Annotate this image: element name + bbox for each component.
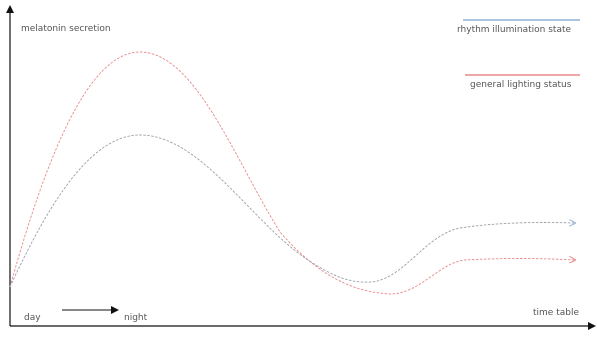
day-label: day xyxy=(24,313,41,323)
y-axis-label: melatonin secretion xyxy=(21,24,111,34)
legend-label-rhythm: rhythm illumination state xyxy=(457,25,571,35)
night-label: night xyxy=(124,313,148,323)
rhythm-illumination-curve xyxy=(9,134,574,288)
general-lighting-curve xyxy=(9,51,574,295)
legend-label-general: general lighting status xyxy=(470,80,572,90)
x-axis-label: time table xyxy=(533,308,579,318)
legend: rhythm illumination state general lighti… xyxy=(457,19,580,90)
